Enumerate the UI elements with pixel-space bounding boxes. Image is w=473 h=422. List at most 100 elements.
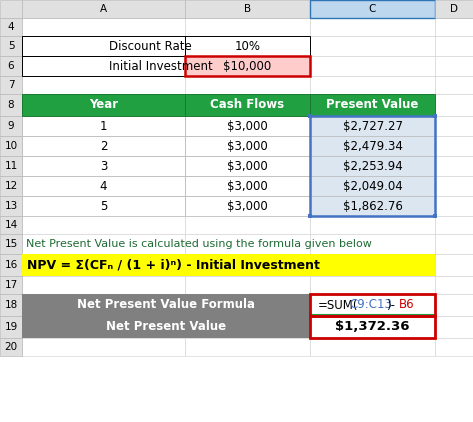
Bar <box>22 216 185 234</box>
Bar <box>310 94 435 116</box>
Bar <box>310 18 435 36</box>
Text: 18: 18 <box>4 300 18 310</box>
Bar <box>22 196 185 216</box>
Bar <box>310 216 435 234</box>
Bar <box>22 18 185 36</box>
Bar <box>435 316 473 338</box>
Bar <box>185 156 310 176</box>
Bar <box>22 36 185 56</box>
Bar <box>310 136 435 156</box>
Bar <box>435 276 473 294</box>
Bar <box>435 176 473 196</box>
Bar <box>22 196 185 216</box>
Text: B: B <box>244 4 251 14</box>
Bar <box>22 276 185 294</box>
Bar <box>0 254 22 276</box>
Bar <box>0 0 22 18</box>
Bar <box>435 56 473 76</box>
Text: 11: 11 <box>4 161 18 171</box>
Bar <box>0 294 22 316</box>
Bar <box>185 338 310 356</box>
Bar <box>435 196 473 216</box>
Text: Net Present Value is calculated using the formula given below: Net Present Value is calculated using th… <box>26 239 372 249</box>
Text: $3,000: $3,000 <box>227 160 268 173</box>
Bar <box>22 116 185 136</box>
Bar <box>435 234 473 254</box>
Bar <box>310 176 435 196</box>
Bar <box>310 316 435 338</box>
Bar <box>185 216 310 234</box>
Bar <box>22 254 435 276</box>
Bar <box>185 254 310 276</box>
Bar <box>310 196 435 216</box>
Bar <box>22 94 185 116</box>
Text: NPV = Σ(CFₙ / (1 + i)ⁿ) - Initial Investment: NPV = Σ(CFₙ / (1 + i)ⁿ) - Initial Invest… <box>27 259 320 271</box>
Text: $3,000: $3,000 <box>227 119 268 133</box>
Text: C9:C13: C9:C13 <box>349 298 392 311</box>
Bar <box>0 94 22 116</box>
Text: $1,862.76: $1,862.76 <box>342 200 403 213</box>
Text: $3,000: $3,000 <box>227 200 268 213</box>
Bar <box>435 156 473 176</box>
Text: $1,372.36: $1,372.36 <box>335 320 410 333</box>
Bar <box>22 234 185 254</box>
Bar <box>185 94 310 116</box>
Text: 1: 1 <box>100 119 107 133</box>
Bar <box>22 176 185 196</box>
Bar <box>185 94 310 116</box>
Bar <box>0 136 22 156</box>
Text: B6: B6 <box>399 298 414 311</box>
Bar <box>185 94 310 116</box>
Text: D: D <box>450 4 458 14</box>
Text: A: A <box>100 4 107 14</box>
Text: =SUM(: =SUM( <box>318 298 359 311</box>
Bar <box>22 136 185 156</box>
Text: )-: )- <box>386 298 395 311</box>
Bar <box>0 18 22 36</box>
Bar <box>185 36 310 56</box>
Text: $3,000: $3,000 <box>227 140 268 152</box>
Text: 4: 4 <box>8 22 14 32</box>
Bar <box>22 294 185 316</box>
Bar <box>0 316 22 338</box>
Text: 12: 12 <box>4 181 18 191</box>
Text: 9: 9 <box>8 121 14 131</box>
Bar <box>185 136 310 156</box>
Bar <box>22 0 185 18</box>
Bar <box>185 294 310 316</box>
Bar <box>310 136 435 156</box>
Bar <box>435 254 473 276</box>
Text: 8: 8 <box>8 100 14 110</box>
Bar <box>310 254 435 276</box>
Bar <box>185 76 310 94</box>
Bar <box>310 176 435 196</box>
Bar <box>22 176 185 196</box>
Bar <box>310 76 435 94</box>
Bar <box>22 56 185 76</box>
Text: 17: 17 <box>4 280 18 290</box>
Bar <box>185 156 310 176</box>
Bar <box>185 56 310 76</box>
Bar <box>185 56 310 76</box>
Bar <box>310 234 435 254</box>
Bar <box>22 156 185 176</box>
Text: $2,253.94: $2,253.94 <box>342 160 403 173</box>
Text: $2,479.34: $2,479.34 <box>342 140 403 152</box>
Text: Present Value: Present Value <box>326 98 419 111</box>
Bar <box>185 276 310 294</box>
Text: 16: 16 <box>4 260 18 270</box>
Bar <box>22 94 185 116</box>
Text: $2,049.04: $2,049.04 <box>342 179 403 192</box>
Bar <box>185 116 310 136</box>
Bar <box>310 0 435 18</box>
Bar <box>185 36 310 56</box>
Bar <box>22 116 185 136</box>
Bar <box>22 136 185 156</box>
Bar <box>308 214 312 218</box>
Bar <box>310 294 435 316</box>
Text: $10,000: $10,000 <box>223 60 272 73</box>
Bar <box>0 156 22 176</box>
Bar <box>0 276 22 294</box>
Text: 15: 15 <box>4 239 18 249</box>
Text: 13: 13 <box>4 201 18 211</box>
